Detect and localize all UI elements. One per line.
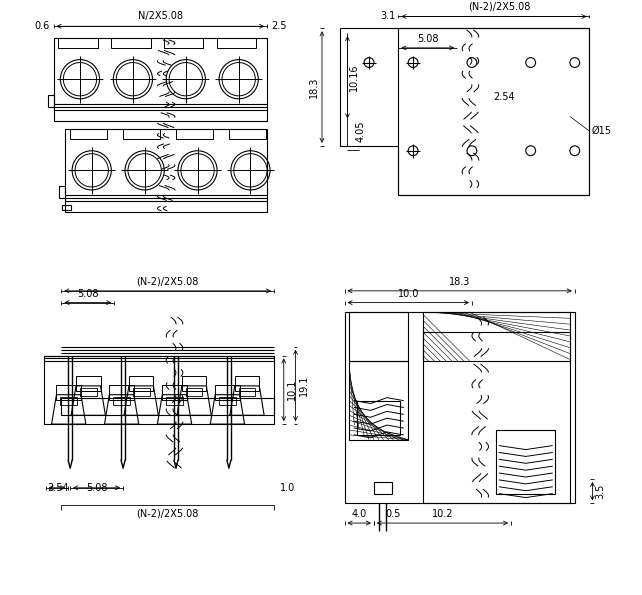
Bar [423,312,570,361]
Text: 10.0: 10.0 [397,289,419,299]
Text: 1.0: 1.0 [280,483,295,493]
Bar [239,388,256,396]
Text: 5.08: 5.08 [417,34,438,44]
Text: 3.1: 3.1 [380,11,395,21]
Text: 5.08: 5.08 [77,289,99,299]
Text: (N-2)/2X5.08: (N-2)/2X5.08 [137,508,199,518]
Bar [56,385,81,400]
Bar [176,129,213,139]
Bar [219,397,236,405]
Text: 10.1: 10.1 [287,379,297,400]
Text: 10.2: 10.2 [432,509,453,519]
Text: 2.54: 2.54 [48,483,69,493]
Text: 2.54: 2.54 [494,92,515,102]
Text: 0.5: 0.5 [386,509,401,519]
Bar [65,129,267,212]
Bar [186,388,202,396]
Bar [357,400,401,435]
Bar [133,388,150,396]
Text: 2.5: 2.5 [271,21,286,32]
Bar [129,376,153,391]
Bar [53,38,267,121]
Bar [62,397,274,415]
Bar [349,312,408,361]
Bar [423,332,570,503]
Bar [60,186,65,198]
Text: 18.3: 18.3 [449,277,471,287]
Bar [109,385,134,400]
Text: 4.05: 4.05 [355,120,365,142]
Text: 4.0: 4.0 [352,509,367,519]
Bar [345,312,575,503]
Bar [80,388,97,396]
Text: 18.3: 18.3 [309,76,319,98]
Bar [182,376,206,391]
Bar [60,397,77,405]
Bar [229,129,266,139]
Bar [44,356,274,424]
Bar [164,38,204,48]
Text: 3.5: 3.5 [595,484,605,499]
Bar [166,397,183,405]
Bar [70,129,107,139]
Text: 5.08: 5.08 [86,483,107,493]
Text: N/2X5.08: N/2X5.08 [138,11,183,21]
Bar [123,129,160,139]
Text: (N-2)/2X5.08: (N-2)/2X5.08 [467,2,530,11]
Text: 0.6: 0.6 [34,21,49,32]
Bar [215,385,239,400]
Bar [111,38,150,48]
Bar [62,205,71,209]
Bar [496,430,555,494]
Text: Ø15: Ø15 [591,126,611,136]
Text: 19.1: 19.1 [299,375,308,396]
Bar [235,376,259,391]
Bar [399,28,589,195]
Bar [217,38,256,48]
Bar [162,385,187,400]
Bar [374,482,392,494]
Text: (N-2)/2X5.08: (N-2)/2X5.08 [137,277,199,287]
Bar [113,397,130,405]
Bar [76,376,101,391]
Text: 10.16: 10.16 [349,64,360,91]
Bar [349,361,408,440]
Bar [48,95,53,107]
Bar [58,38,98,48]
